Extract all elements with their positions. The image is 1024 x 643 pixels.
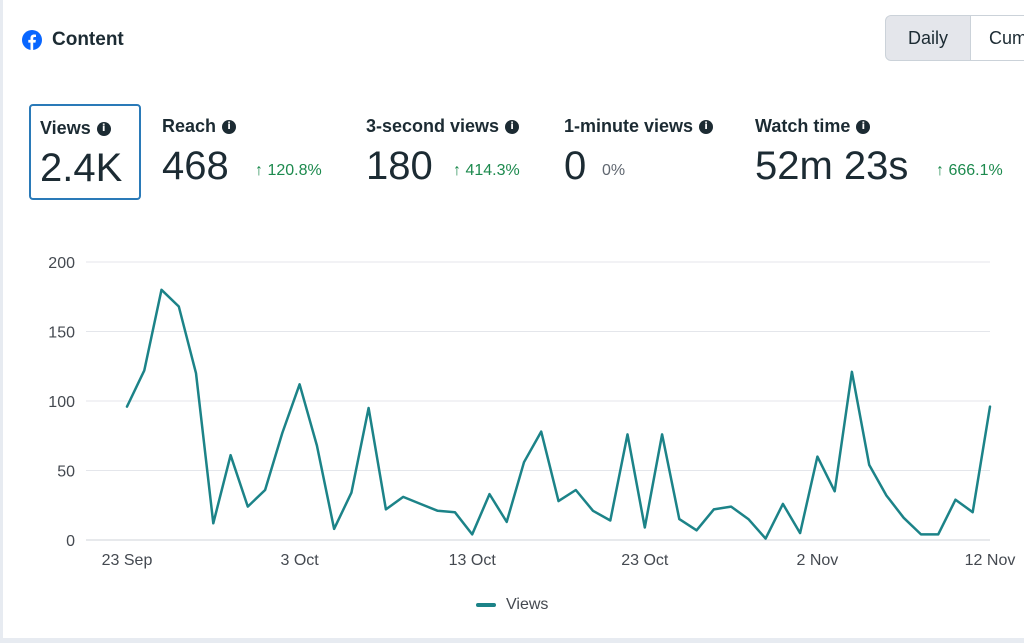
info-icon[interactable]: i (856, 119, 871, 134)
metric-label: 3-second views (366, 116, 500, 136)
metric-label: 1-minute views (564, 116, 694, 136)
info-icon[interactable]: i (505, 119, 520, 134)
x-tick-label: 13 Oct (449, 552, 497, 569)
metric-value: 468 (162, 144, 229, 188)
metric-views[interactable]: Views i 2.4K (29, 104, 141, 200)
x-tick-label: 2 Nov (797, 552, 839, 569)
bottom-edge (0, 638, 1024, 643)
metric-change: 0% (602, 162, 626, 179)
daily-button[interactable]: Daily (885, 15, 971, 61)
metric-value: 0 (564, 144, 587, 188)
page-title: Content (52, 29, 124, 50)
views-series-line (125, 288, 992, 540)
daily-cumulative-toggle: Daily Cum (885, 15, 1024, 61)
cumulative-button[interactable]: Cum (971, 15, 1024, 61)
metric-reach[interactable]: Reach i 468 ↑ 120.8% (153, 104, 353, 200)
metric-1-minute-views[interactable]: 1-minute views i 0 0% (555, 104, 735, 200)
metric-label: Reach (162, 116, 217, 136)
chart-legend: Views (476, 596, 548, 614)
content-header: Content (22, 26, 124, 54)
metric-change: ↑ 120.8% (255, 162, 322, 179)
y-tick-label: 0 (66, 533, 75, 550)
legend-swatch (476, 603, 496, 607)
y-tick-label: 100 (48, 394, 75, 411)
y-tick-label: 150 (48, 325, 75, 342)
metric-change: ↑ 666.1% (936, 162, 1003, 179)
x-tick-label: 23 Oct (621, 552, 669, 569)
x-tick-label: 23 Sep (102, 552, 153, 569)
x-tick-label: 12 Nov (965, 552, 1016, 569)
metric-change: ↑ 414.3% (453, 162, 520, 179)
x-tick-label: 3 Oct (280, 552, 319, 569)
metric-label: Views (40, 118, 91, 138)
metric-value: 180 (366, 144, 433, 188)
metric-3-second-views[interactable]: 3-second views i 180 ↑ 414.3% (357, 104, 547, 200)
info-icon[interactable]: i (96, 121, 111, 136)
legend-label-views: Views (506, 596, 549, 613)
metric-watch-time[interactable]: Watch time i 52m 23s ↑ 666.1% (746, 104, 1022, 200)
y-tick-label: 200 (48, 255, 75, 272)
left-edge (0, 0, 3, 643)
y-tick-label: 50 (57, 464, 75, 481)
facebook-icon (22, 30, 42, 50)
info-icon[interactable]: i (699, 119, 714, 134)
views-line-chart: 0 50 100 150 200 23 Sep 3 Oct 13 Oct 23 Oct 2 Nov… (48, 255, 1016, 569)
metric-label: Watch time (755, 116, 851, 136)
info-icon[interactable]: i (222, 119, 237, 134)
metric-value: 52m 23s (755, 144, 909, 188)
metric-value: 2.4K (40, 146, 123, 190)
